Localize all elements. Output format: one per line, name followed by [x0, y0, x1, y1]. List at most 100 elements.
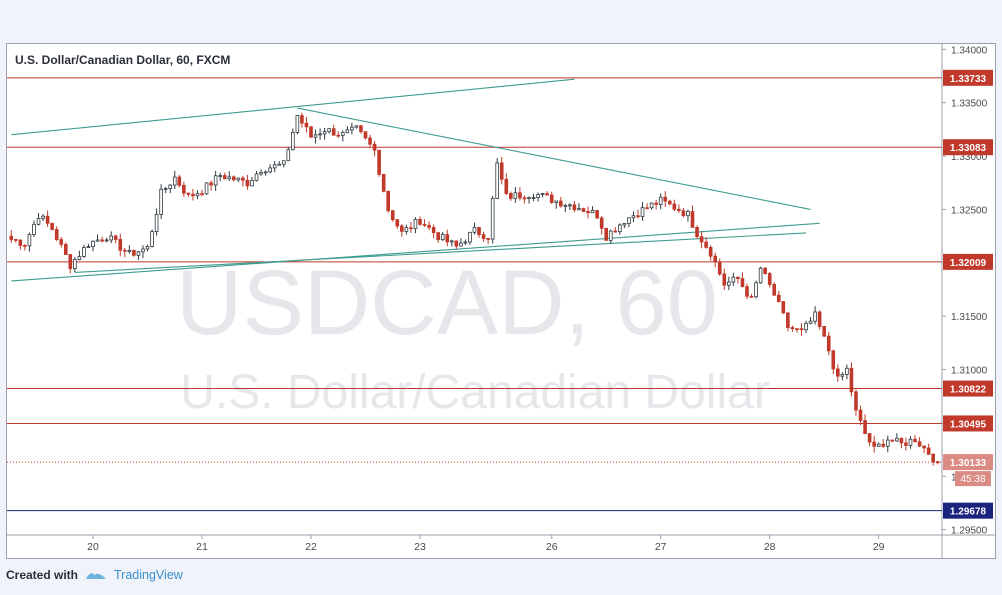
- candle-body[interactable]: [277, 163, 282, 166]
- candle-body[interactable]: [636, 215, 640, 218]
- candle-body[interactable]: [622, 223, 627, 226]
- candle-body[interactable]: [577, 208, 581, 211]
- candle-body[interactable]: [227, 176, 232, 180]
- candle-body[interactable]: [509, 193, 513, 199]
- candle-body[interactable]: [681, 210, 686, 217]
- candle-body[interactable]: [45, 215, 50, 224]
- candle-body[interactable]: [168, 184, 173, 189]
- candle-body[interactable]: [581, 208, 586, 212]
- candle-body[interactable]: [313, 134, 318, 138]
- candle-body[interactable]: [377, 149, 381, 175]
- candle-body[interactable]: [631, 215, 636, 219]
- candle-body[interactable]: [236, 177, 241, 181]
- candle-body[interactable]: [14, 239, 18, 241]
- candle-body[interactable]: [658, 196, 663, 205]
- candle-body[interactable]: [209, 182, 213, 186]
- candle-body[interactable]: [436, 232, 440, 241]
- candle-body[interactable]: [159, 188, 163, 215]
- candle-body[interactable]: [222, 175, 227, 180]
- candle-body[interactable]: [690, 211, 695, 228]
- candle-body[interactable]: [654, 202, 658, 205]
- candle-body[interactable]: [572, 204, 577, 211]
- candle-body[interactable]: [118, 238, 123, 251]
- chart-canvas[interactable]: USDCAD, 60 U.S. Dollar/Canadian Dollar 1.3…: [7, 44, 995, 558]
- candle-body[interactable]: [645, 207, 649, 210]
- candle-body[interactable]: [204, 182, 209, 195]
- candle-body[interactable]: [177, 176, 182, 186]
- candle-body[interactable]: [477, 227, 481, 235]
- candle-body[interactable]: [340, 132, 345, 136]
- trendline[interactable]: [297, 107, 811, 210]
- candle-body[interactable]: [73, 259, 77, 269]
- candle-body[interactable]: [854, 391, 858, 411]
- candle-body[interactable]: [468, 231, 472, 243]
- candle-body[interactable]: [727, 281, 731, 286]
- candle-body[interactable]: [736, 276, 740, 279]
- candle-body[interactable]: [395, 219, 400, 227]
- candle-body[interactable]: [935, 461, 940, 464]
- candle-body[interactable]: [885, 439, 890, 447]
- candle-body[interactable]: [486, 238, 490, 240]
- candle-body[interactable]: [36, 217, 41, 225]
- candle-body[interactable]: [649, 202, 654, 209]
- candle-body[interactable]: [445, 234, 450, 243]
- candle-body[interactable]: [713, 255, 718, 263]
- candle-body[interactable]: [427, 224, 431, 228]
- candle-body[interactable]: [545, 193, 549, 196]
- candle-body[interactable]: [291, 132, 295, 151]
- trendline[interactable]: [74, 232, 807, 273]
- tradingview-link[interactable]: TradingView: [114, 568, 183, 582]
- candle-body[interactable]: [722, 273, 727, 286]
- candle-body[interactable]: [200, 193, 204, 196]
- candle-body[interactable]: [563, 204, 568, 207]
- candle-body[interactable]: [749, 295, 754, 298]
- candle-body[interactable]: [63, 244, 68, 255]
- candle-body[interactable]: [418, 219, 422, 225]
- candle-body[interactable]: [667, 200, 672, 205]
- candle-body[interactable]: [281, 160, 286, 165]
- candle-body[interactable]: [113, 235, 118, 240]
- candle-body[interactable]: [300, 115, 304, 124]
- candle-body[interactable]: [18, 239, 23, 246]
- candle-body[interactable]: [136, 251, 141, 256]
- candle-body[interactable]: [372, 143, 377, 151]
- candle-body[interactable]: [191, 193, 195, 197]
- candle-body[interactable]: [309, 126, 313, 138]
- candle-body[interactable]: [336, 134, 341, 137]
- candle-body[interactable]: [599, 217, 604, 229]
- candle-body[interactable]: [404, 227, 409, 232]
- candle-body[interactable]: [795, 328, 799, 331]
- candle-body[interactable]: [413, 219, 418, 229]
- candle-body[interactable]: [840, 374, 845, 377]
- candle-body[interactable]: [454, 240, 459, 247]
- candle-body[interactable]: [499, 162, 504, 180]
- candle-body[interactable]: [245, 179, 250, 187]
- candle-body[interactable]: [618, 224, 622, 233]
- candle-body[interactable]: [490, 198, 495, 240]
- candle-body[interactable]: [241, 177, 245, 181]
- candle-body[interactable]: [640, 207, 645, 218]
- candle-body[interactable]: [449, 240, 454, 243]
- candle-body[interactable]: [218, 175, 222, 177]
- candle-body[interactable]: [604, 227, 609, 241]
- candle-body[interactable]: [549, 194, 554, 203]
- candle-body[interactable]: [895, 437, 899, 442]
- candle-body[interactable]: [409, 227, 413, 230]
- candle-body[interactable]: [881, 443, 886, 447]
- candle-body[interactable]: [390, 210, 395, 221]
- candle-body[interactable]: [890, 439, 895, 442]
- candle-body[interactable]: [109, 235, 113, 241]
- candle-body[interactable]: [704, 241, 708, 248]
- candle-body[interactable]: [318, 133, 322, 136]
- candle-body[interactable]: [913, 438, 917, 443]
- candle-body[interactable]: [931, 453, 935, 463]
- candle-body[interactable]: [754, 282, 758, 298]
- candle-body[interactable]: [708, 247, 713, 257]
- candle-body[interactable]: [23, 245, 27, 247]
- candle-body[interactable]: [32, 223, 36, 235]
- candle-body[interactable]: [145, 246, 150, 250]
- candle-body[interactable]: [459, 242, 463, 247]
- candle-body[interactable]: [772, 284, 777, 296]
- candle-body[interactable]: [522, 197, 527, 200]
- candle-body[interactable]: [272, 164, 277, 169]
